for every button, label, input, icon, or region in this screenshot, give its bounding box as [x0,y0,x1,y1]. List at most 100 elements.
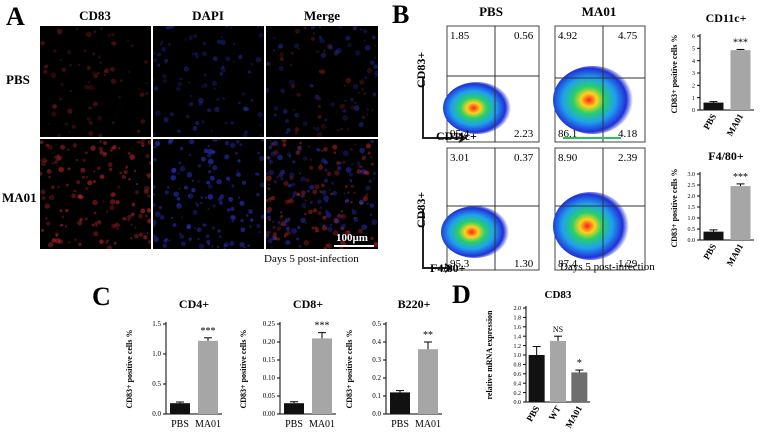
chart-title: F4/80+ [708,149,744,163]
y-tick-label: 1 [692,96,695,102]
flow-ylabel-row1: CD83+ [414,51,428,88]
bar-wt [550,340,566,402]
bar-ma01 [312,338,332,414]
q-r2-ma01-ll: 87.4 [558,258,578,270]
flow-xlabel-row1: CD11c+ [436,129,477,143]
significance-marker: *** [733,172,748,183]
chart-ylabel: CD83+ positive cells % [125,330,134,409]
bar-chart-b220: B220+ CD83+ positive cells % 0.0 0.1 0.2 0.3 0… [345,297,442,430]
panel-letter-d: D [452,280,471,309]
y-tick-label: 0.3 [372,356,381,364]
y-tick-label: 1.0 [152,350,161,358]
bar-ma01 [730,50,751,110]
chart-title: CD4+ [179,297,209,311]
chart-ylabel: CD83+ positive cells % [670,169,679,248]
y-tick-label: 0.8 [514,363,522,369]
y-tick-label: 0.2 [514,391,522,397]
col-label-merge: Merge [303,8,341,23]
q-r2-ma01-ur: 2.39 [618,152,638,164]
axis-arrow-row1 [422,78,463,139]
flow-col-label-pbs: PBS [479,4,503,19]
y-tick-label: 1.6 [514,325,522,331]
bar-chart-cd4: CD4+ CD83+ positive cells % 0.0 0.5 1.0 1.5 PB… [125,297,222,430]
category-label: PBS [524,404,541,423]
y-tick-label: 2 [692,84,695,90]
bar-chart-cd83-mrna: CD83 relative mRNA expression 0.0 0.2 0.4 0.6… [485,289,590,430]
flow-plot-cd11c-ma01 [553,25,646,143]
chart-ylabel: relative mRNA expression [485,310,494,400]
scale-bar [334,245,374,247]
bar-pbs [284,403,304,414]
micrograph-ma01-cd83 [40,139,151,249]
y-tick-label: 1.5 [688,205,696,211]
micrograph-pbs-dapi [153,26,264,137]
y-tick-label: 0.0 [152,410,161,418]
y-tick-label: 0.5 [152,380,161,388]
chart-title: CD83 [545,289,572,301]
y-tick-label: 0.10 [263,374,276,382]
category-label: MA01 [725,112,746,138]
flow-plot-f480-ma01 [553,147,646,271]
y-tick-label: 0.20 [263,338,276,346]
q-r2-ma01-ul: 8.90 [558,152,578,164]
y-tick-label: 1.4 [514,334,522,340]
micrograph-pbs-cd83 [40,26,151,137]
category-label: MA01 [415,419,441,430]
bar-pbs [390,392,410,414]
q-r2-pbs-ur: 0.37 [514,152,534,164]
chart-title: CD8+ [293,297,323,311]
category-label: PBS [285,419,303,430]
y-tick-label: 0.6 [514,372,522,378]
y-tick-label: 5 [692,47,695,53]
y-tick-label: 2.0 [514,306,522,312]
y-tick-label: 1.0 [514,353,522,359]
q-r1-ma01-ll: 86.1 [558,128,578,140]
scale-bar-label: 100μm [336,232,368,244]
bar-chart-cd8: CD8+ CD83+ positive cells % 0.00 0.05 0.10 0.… [239,297,336,430]
significance-marker: *** [315,321,330,332]
category-label: MA01 [563,404,584,430]
row-label-ma01: MA01 [2,190,37,205]
q-r1-pbs-ll: 95.4 [450,128,470,140]
flow-plot-cd11c-pbs [443,25,540,143]
y-tick-label: 0.15 [263,356,276,364]
y-tick-label: 0.2 [372,374,381,382]
q-r1-ma01-ur: 4.75 [618,30,638,42]
y-tick-label: 1.0 [688,216,696,222]
col-label-dapi: DAPI [192,8,224,23]
bar-ma01 [418,349,438,414]
category-label: WT [547,404,563,422]
y-tick-label: 0.05 [263,392,276,400]
col-label-cd83: CD83 [79,8,111,23]
flow-cytometry-grid [422,25,646,273]
category-label: PBS [701,112,718,131]
q-r1-ma01-ul: 4.92 [558,30,578,42]
flow-plot-f480-pbs [441,147,540,271]
q-r1-pbs-ur: 0.56 [514,30,534,42]
axis-arrow-row2 [422,210,449,269]
category-label: MA01 [309,419,335,430]
y-tick-label: 1.2 [514,344,522,350]
y-tick-label: 0.0 [372,410,381,418]
y-tick-label: 2.5 [688,183,696,189]
y-tick-label: 0.0 [514,400,522,406]
bar-chart-f480: F4/80+ CD83+ positive cells % 0.0 0.5 1.0 1.5… [670,149,754,268]
chart-ylabel: CD83+ positive cells % [345,330,354,409]
q-r1-ma01-lr: 4.18 [618,128,638,140]
y-tick-label: 0.4 [372,338,381,346]
y-tick-label: 0.25 [263,320,276,328]
q-r2-pbs-ll: 95.3 [450,258,470,270]
y-tick-label: 2.0 [688,194,696,200]
category-label: MA01 [195,419,221,430]
caption-b: Days 5 post-infection [560,261,655,273]
flow-col-label-ma01: MA01 [581,4,617,19]
y-tick-label: 0.0 [688,238,696,244]
category-label: PBS [171,419,189,430]
flow-xlabel-row2: F4/80+ [430,261,466,275]
y-tick-label: 0.4 [514,381,522,387]
chart-title: B220+ [398,297,431,311]
q-r1-pbs-ul: 1.85 [450,30,470,42]
y-tick-label: 3 [692,71,695,77]
bar-ma01 [730,186,751,240]
significance-marker: *** [733,37,748,48]
